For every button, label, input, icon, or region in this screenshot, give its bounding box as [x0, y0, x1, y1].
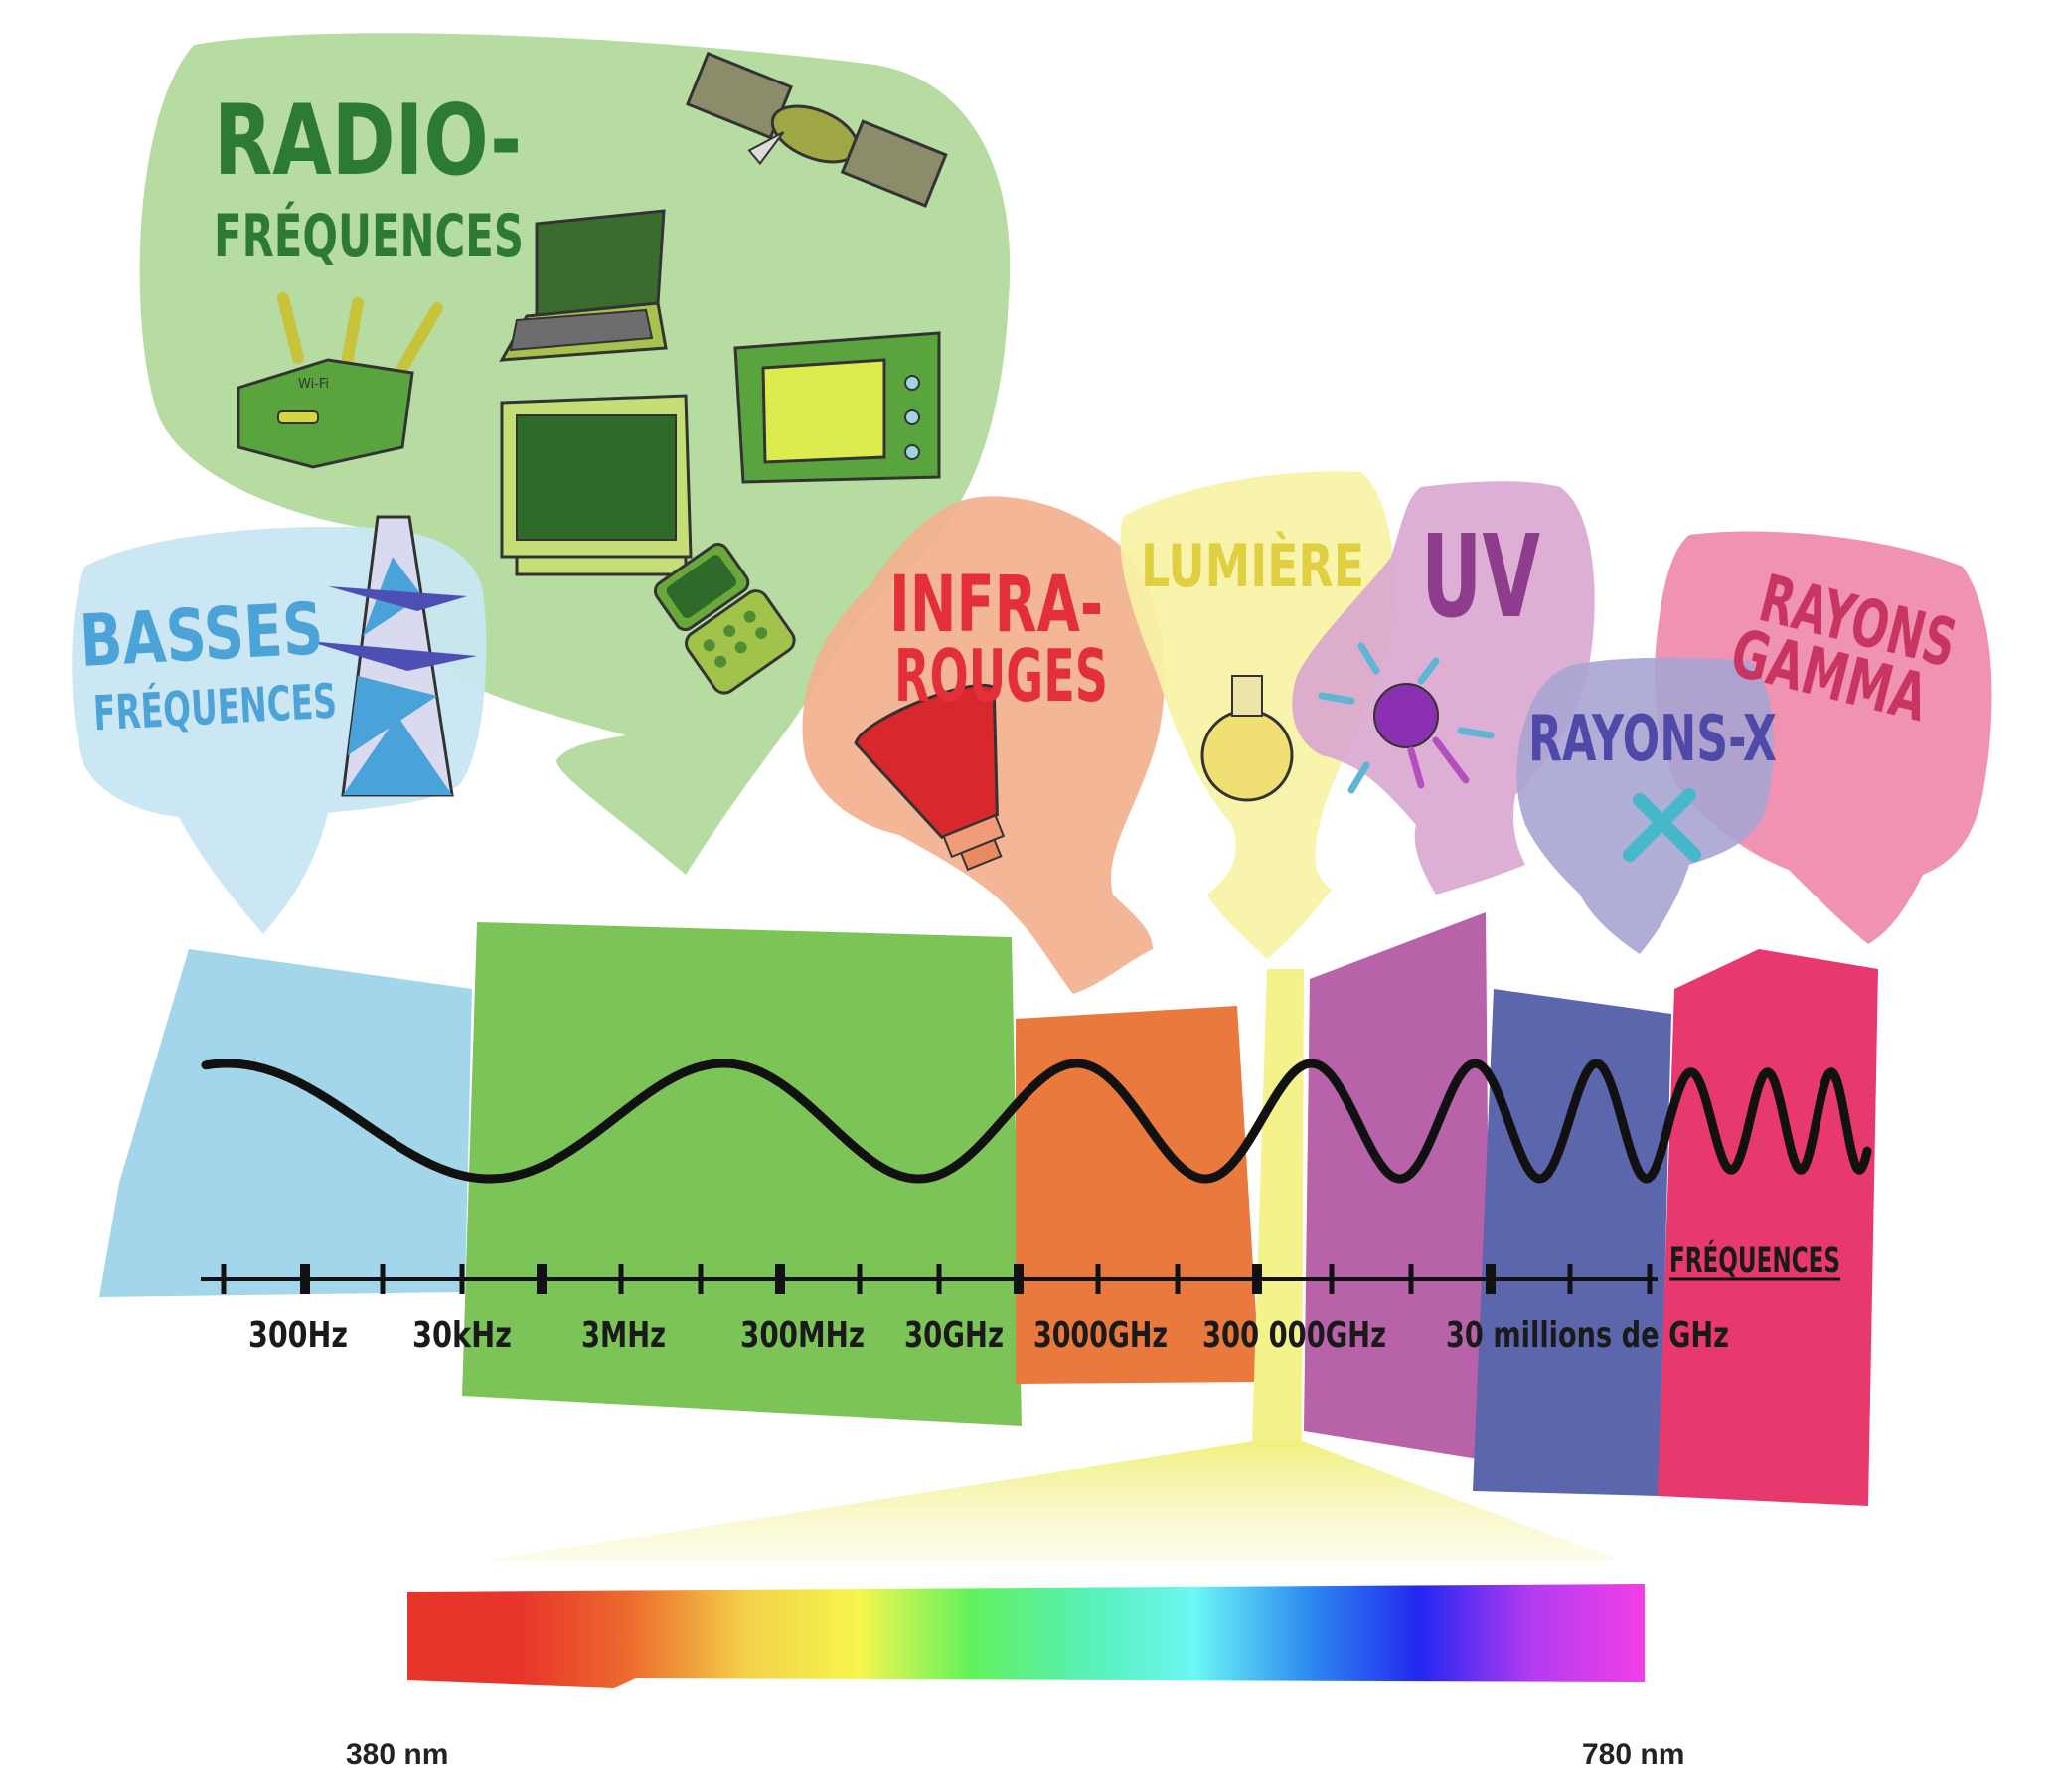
wifi-router-icon: Wi-Fi [237, 292, 443, 469]
visible-light-cone [487, 1441, 1620, 1560]
rayonsx-title: RAYONS-X [1528, 703, 1777, 776]
microwave-icon [733, 331, 941, 484]
radio-title-line2: FRÉQUENCES [214, 200, 524, 271]
x-icon [1623, 788, 1701, 862]
satellite-icon [686, 51, 948, 208]
axis-tick-label: 300Hz [248, 1315, 348, 1356]
basses-title-line1: BASSES [78, 586, 325, 683]
heat-lamp-icon [854, 683, 1006, 872]
axis-ticks [221, 1264, 1653, 1294]
pylon-icon [308, 515, 477, 797]
axis-tick-label: 30kHz [412, 1315, 512, 1356]
label-basses: BASSES FRÉQUENCES [78, 586, 339, 742]
band-radio [462, 922, 1022, 1426]
band-gamma [1658, 949, 1878, 1506]
laptop-icon [499, 209, 668, 362]
radio-title-line1: RADIO- [214, 84, 522, 198]
axis-tick-label: 300MHz [740, 1315, 865, 1356]
axis-tick-label: 3000GHz [1033, 1315, 1168, 1356]
label-uv: UV [1421, 511, 1540, 644]
mobile-phone-icon [653, 543, 796, 695]
infra-title-line1: INFRA- [889, 561, 1103, 650]
basses-title-line2: FRÉQUENCES [92, 673, 339, 742]
router-label: Wi-Fi [298, 377, 329, 392]
axis-tick-label: 30GHz [904, 1315, 1004, 1356]
band-uv [1304, 912, 1491, 1461]
lumiere-title: LUMIÈRE [1141, 530, 1364, 601]
band-infra [1016, 1006, 1260, 1384]
band-rayonsx [1473, 989, 1671, 1496]
axis-title: FRÉQUENCES [1669, 1239, 1840, 1281]
label-infra: INFRA- ROUGES [889, 561, 1108, 718]
wave-line [201, 1059, 1872, 1184]
axis-tick-labels: 300Hz 30kHz 3MHz 300MHz 30GHz 3000GHz 300 000G… [248, 1315, 1729, 1356]
sun-icon [1318, 642, 1495, 794]
axis-tick-label: 300 000GHz [1202, 1315, 1386, 1356]
spectrum-start-label: 380 nm [346, 1738, 448, 1771]
label-lumiere: LUMIÈRE [1141, 530, 1364, 601]
visible-spectrum: 380 nm 780 nm [346, 1584, 1684, 1771]
frequency-axis: 300Hz 30kHz 3MHz 300MHz 30GHz 3000GHz 300 000G… [201, 1239, 1840, 1356]
label-radio: RADIO- FRÉQUENCES [214, 84, 524, 271]
visible-spectrum-bar [407, 1584, 1645, 1688]
band-basses [99, 949, 472, 1297]
band-lumiere [1252, 969, 1304, 1441]
axis-tick-label: 30 millions de GHz [1446, 1315, 1729, 1356]
uv-title: UV [1421, 511, 1540, 644]
axis-tick-label: 3MHz [581, 1315, 666, 1356]
spectrum-end-label: 780 nm [1582, 1738, 1684, 1771]
television-icon [500, 394, 693, 576]
infra-title-line2: ROUGES [894, 634, 1108, 718]
light-bulb-icon [1200, 675, 1294, 802]
frequency-bands [99, 912, 1878, 1506]
label-rayonsx: RAYONS-X [1528, 703, 1777, 776]
